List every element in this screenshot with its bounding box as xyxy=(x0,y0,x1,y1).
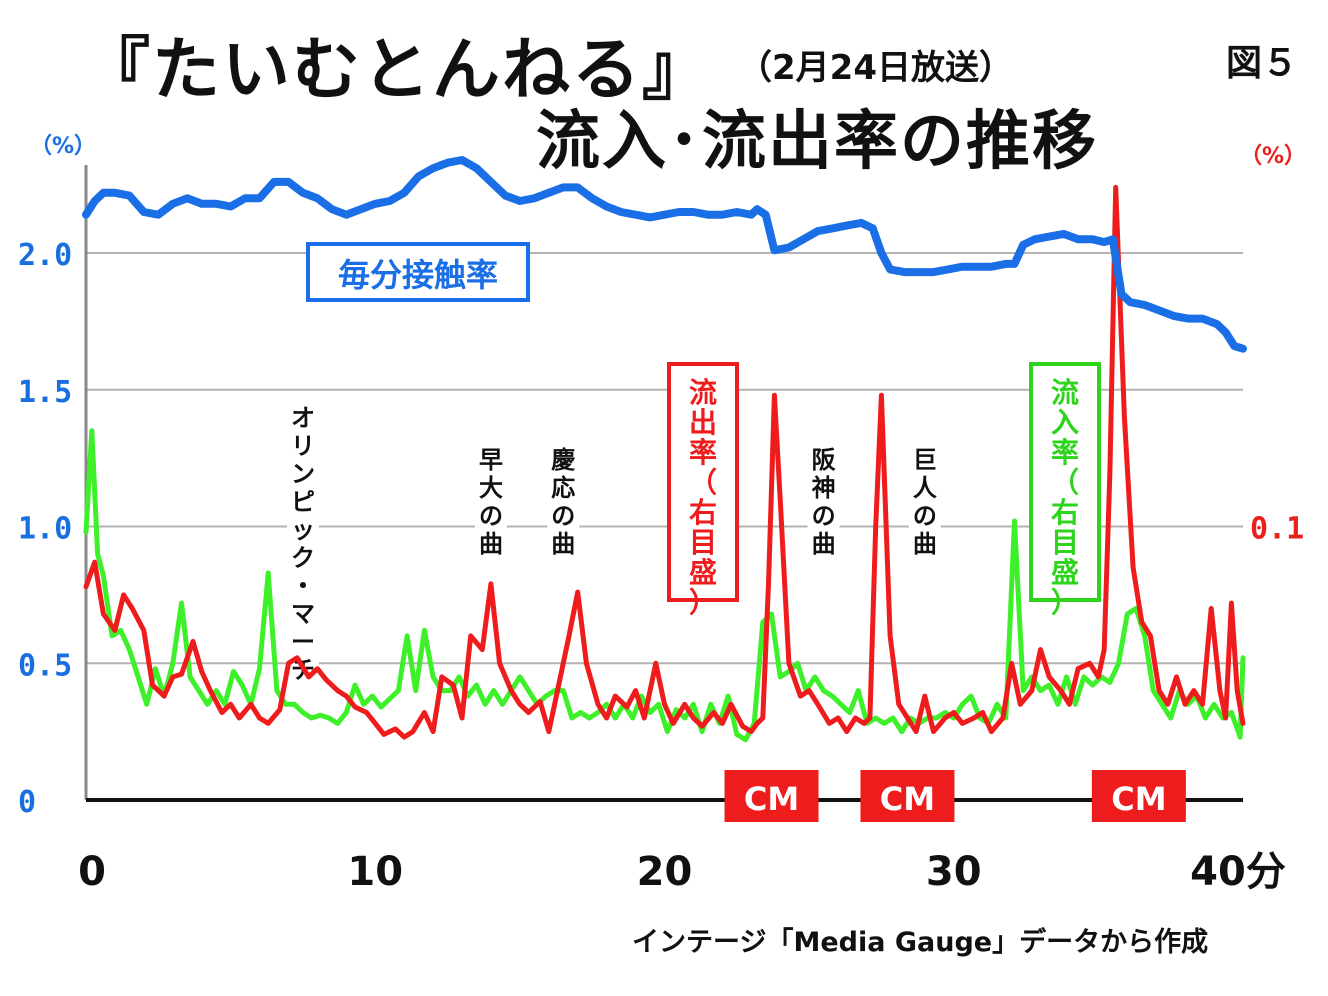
x-tick-label: 0 xyxy=(78,849,106,895)
annotation-background xyxy=(286,396,319,684)
chart-subtitle: 流入･流出率の推移 xyxy=(536,105,1098,179)
chart-title: 『たいむとんねる』 xyxy=(82,31,713,110)
annotation-background xyxy=(807,438,840,558)
cm-marker xyxy=(1091,770,1186,822)
series-line-share xyxy=(82,156,1247,353)
source-note: インテージ「Media Gauge」データから作成 xyxy=(632,927,1209,958)
cm-marker xyxy=(724,770,819,822)
x-tick-label: 30 xyxy=(926,849,982,895)
series-line-outflow xyxy=(83,184,1246,740)
annotation-label: 慶応の曲 xyxy=(551,446,575,558)
annotation-label: オリンピック・マーチ xyxy=(291,404,315,684)
share-label-box xyxy=(306,242,530,302)
cm-marker-label: CM xyxy=(744,780,799,818)
left-tick-label: 1.0 xyxy=(18,512,72,547)
x-tick-label: 10 xyxy=(347,849,403,895)
left-axis-unit: （%） xyxy=(30,134,97,159)
series-line-inflow xyxy=(83,428,1246,743)
left-tick-label: 0 xyxy=(18,785,36,820)
right-tick-label: 0.1 xyxy=(1250,512,1304,547)
inflow-label: 流入率（右目盛） xyxy=(1051,376,1079,619)
left-tick-label: 0.5 xyxy=(18,648,72,683)
cm-marker-label: CM xyxy=(880,780,935,818)
annotation-label: 阪神の曲 xyxy=(812,446,836,558)
broadcast-date: （2月24日放送） xyxy=(738,48,1013,88)
annotation-label: 巨人の曲 xyxy=(913,446,937,558)
left-tick-label: 1.5 xyxy=(18,375,72,410)
x-tick-label: 40分 xyxy=(1190,849,1286,895)
figure-number: 図５ xyxy=(1226,43,1299,84)
inflow-label-box xyxy=(1029,362,1101,602)
annotation-background xyxy=(547,438,580,558)
annotation-label: 早大の曲 xyxy=(479,446,503,558)
annotation-background xyxy=(474,438,507,558)
left-tick-label: 2.0 xyxy=(18,238,72,273)
outflow-label: 流出率（右目盛） xyxy=(689,376,717,619)
x-tick-label: 20 xyxy=(637,849,693,895)
outflow-label-box xyxy=(667,362,739,602)
right-axis-unit: （%） xyxy=(1240,144,1307,169)
share-label: 毎分接触率 xyxy=(338,256,498,294)
cm-marker-label: CM xyxy=(1111,780,1166,818)
cm-marker xyxy=(860,770,955,822)
annotation-background xyxy=(908,438,941,558)
